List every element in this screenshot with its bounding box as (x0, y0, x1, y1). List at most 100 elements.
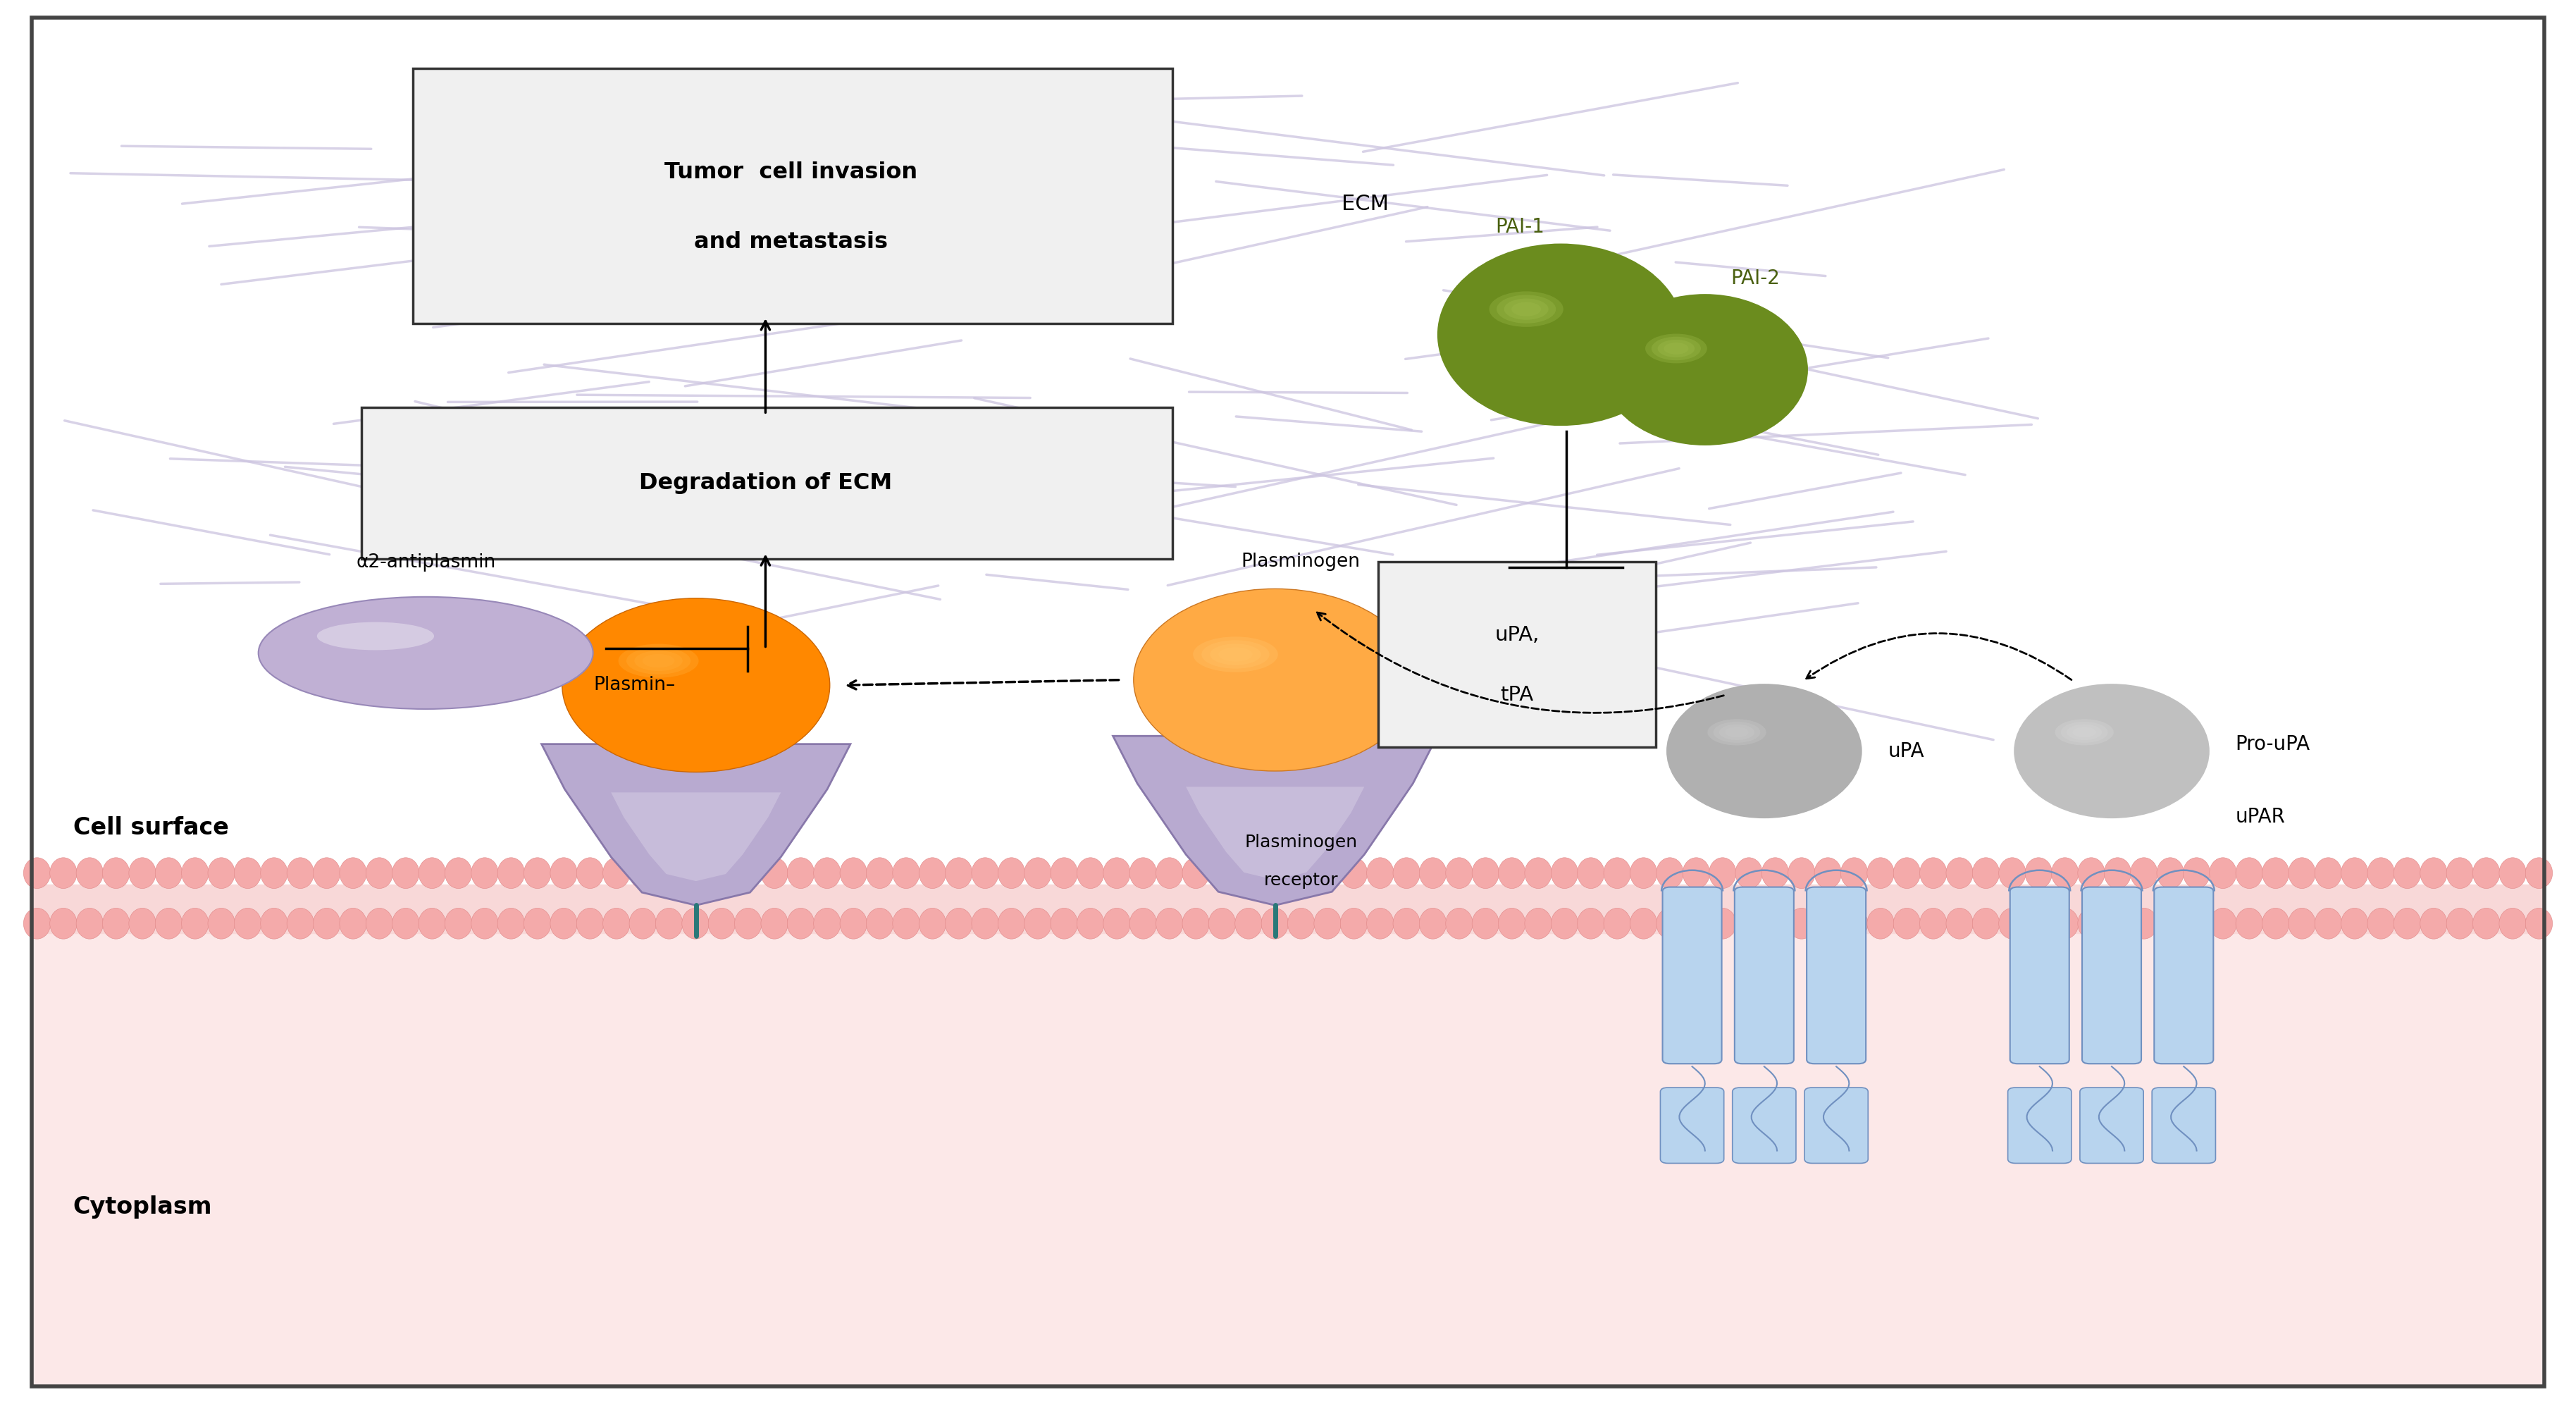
Ellipse shape (1605, 908, 1631, 939)
Ellipse shape (788, 908, 814, 939)
Ellipse shape (2130, 908, 2159, 939)
FancyBboxPatch shape (2081, 887, 2141, 1064)
Ellipse shape (683, 858, 708, 889)
Ellipse shape (209, 908, 234, 939)
FancyBboxPatch shape (1803, 1088, 1868, 1164)
Ellipse shape (1919, 858, 1947, 889)
Ellipse shape (2156, 858, 2184, 889)
Ellipse shape (1868, 908, 1893, 939)
Ellipse shape (760, 858, 788, 889)
Ellipse shape (1103, 858, 1131, 889)
Ellipse shape (1999, 858, 2025, 889)
Ellipse shape (1368, 908, 1394, 939)
Ellipse shape (523, 858, 551, 889)
Ellipse shape (1664, 343, 1687, 354)
Ellipse shape (1445, 908, 1473, 939)
Ellipse shape (497, 908, 526, 939)
Ellipse shape (2499, 908, 2527, 939)
Ellipse shape (209, 858, 234, 889)
Ellipse shape (1077, 908, 1105, 939)
Text: Pro-uPA: Pro-uPA (2236, 734, 2311, 754)
Ellipse shape (2130, 858, 2159, 889)
Ellipse shape (629, 858, 657, 889)
Ellipse shape (314, 908, 340, 939)
Ellipse shape (1133, 588, 1417, 771)
FancyBboxPatch shape (412, 69, 1172, 323)
Ellipse shape (562, 598, 829, 772)
Ellipse shape (234, 858, 260, 889)
Ellipse shape (1368, 858, 1394, 889)
Ellipse shape (155, 858, 183, 889)
Ellipse shape (1973, 908, 1999, 939)
Ellipse shape (641, 654, 675, 668)
Ellipse shape (446, 908, 471, 939)
Ellipse shape (683, 908, 708, 939)
Ellipse shape (523, 908, 551, 939)
Ellipse shape (1577, 858, 1605, 889)
Text: ECM: ECM (1342, 194, 1388, 213)
Text: Degradation of ECM: Degradation of ECM (639, 472, 891, 494)
Ellipse shape (2236, 908, 2262, 939)
Ellipse shape (1656, 340, 1695, 358)
FancyBboxPatch shape (1662, 1088, 1723, 1164)
Ellipse shape (2473, 858, 2499, 889)
Text: uPA,: uPA, (1494, 625, 1540, 644)
Ellipse shape (551, 858, 577, 889)
Ellipse shape (1525, 908, 1551, 939)
Ellipse shape (2105, 858, 2130, 889)
Ellipse shape (1314, 858, 1342, 889)
FancyBboxPatch shape (2151, 1088, 2215, 1164)
Ellipse shape (1708, 858, 1736, 889)
Ellipse shape (603, 908, 631, 939)
Ellipse shape (1419, 858, 1445, 889)
Ellipse shape (1208, 858, 1236, 889)
Ellipse shape (2156, 908, 2184, 939)
Ellipse shape (2393, 858, 2421, 889)
Ellipse shape (1631, 908, 1656, 939)
Ellipse shape (1131, 908, 1157, 939)
Ellipse shape (920, 858, 945, 889)
Polygon shape (541, 744, 850, 906)
Ellipse shape (1656, 908, 1682, 939)
Ellipse shape (1736, 858, 1762, 889)
Ellipse shape (654, 858, 683, 889)
Ellipse shape (2210, 908, 2236, 939)
Ellipse shape (1999, 908, 2025, 939)
Ellipse shape (2014, 684, 2210, 819)
Ellipse shape (2342, 908, 2367, 939)
Ellipse shape (340, 858, 366, 889)
Ellipse shape (1182, 908, 1208, 939)
Ellipse shape (2367, 908, 2396, 939)
Ellipse shape (417, 858, 446, 889)
Ellipse shape (1945, 908, 1973, 939)
Ellipse shape (2316, 858, 2342, 889)
Ellipse shape (788, 858, 814, 889)
FancyBboxPatch shape (2154, 887, 2213, 1064)
Ellipse shape (894, 858, 920, 889)
Ellipse shape (2287, 858, 2316, 889)
Ellipse shape (866, 858, 894, 889)
Polygon shape (1185, 786, 1365, 880)
Ellipse shape (1489, 292, 1564, 327)
Ellipse shape (734, 858, 762, 889)
Ellipse shape (1525, 858, 1551, 889)
Ellipse shape (1025, 908, 1051, 939)
Ellipse shape (894, 908, 920, 939)
Ellipse shape (814, 858, 840, 889)
Ellipse shape (471, 858, 497, 889)
Ellipse shape (1471, 858, 1499, 889)
Ellipse shape (317, 622, 435, 650)
Ellipse shape (1919, 908, 1947, 939)
FancyBboxPatch shape (2009, 887, 2069, 1064)
Ellipse shape (1103, 908, 1131, 939)
Ellipse shape (814, 908, 840, 939)
Ellipse shape (2524, 908, 2553, 939)
Ellipse shape (155, 908, 183, 939)
Ellipse shape (1234, 858, 1262, 889)
Ellipse shape (129, 858, 157, 889)
FancyBboxPatch shape (361, 407, 1172, 559)
Ellipse shape (1762, 858, 1788, 889)
Ellipse shape (2066, 724, 2102, 740)
Ellipse shape (1208, 908, 1236, 939)
Ellipse shape (497, 858, 526, 889)
